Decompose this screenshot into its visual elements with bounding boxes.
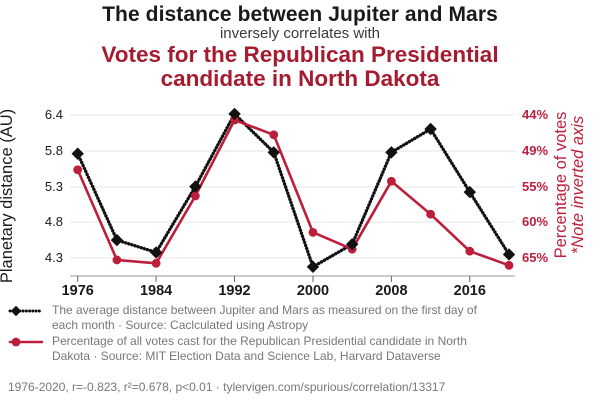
- svg-text:4.3: 4.3: [45, 250, 63, 265]
- svg-text:2000: 2000: [297, 283, 329, 299]
- svg-text:49%: 49%: [522, 143, 548, 158]
- svg-text:65%: 65%: [522, 250, 548, 265]
- svg-text:55%: 55%: [522, 179, 548, 194]
- svg-text:2008: 2008: [375, 283, 407, 299]
- svg-text:5.3: 5.3: [45, 179, 63, 194]
- svg-text:1976: 1976: [62, 283, 94, 299]
- svg-text:6.4: 6.4: [45, 107, 63, 122]
- svg-text:1992: 1992: [218, 283, 250, 299]
- svg-text:5.8: 5.8: [45, 143, 63, 158]
- svg-text:44%: 44%: [522, 107, 548, 122]
- svg-text:Percentage of votes: Percentage of votes: [552, 112, 570, 259]
- svg-text:2016: 2016: [454, 283, 486, 299]
- svg-text:Planetary distance (AU): Planetary distance (AU): [0, 109, 16, 283]
- svg-text:1984: 1984: [140, 283, 172, 299]
- svg-text:60%: 60%: [522, 214, 548, 229]
- svg-text:*Note inverted axis: *Note inverted axis: [569, 116, 587, 255]
- svg-text:4.8: 4.8: [45, 214, 63, 229]
